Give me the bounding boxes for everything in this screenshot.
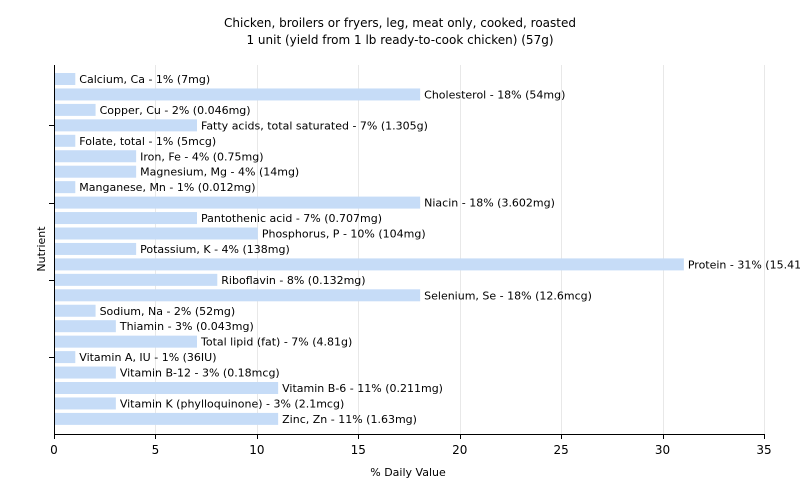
bar	[55, 165, 137, 178]
axes	[49, 65, 765, 439]
bar-label: Potassium, K - 4% (138mg)	[140, 243, 290, 256]
y-axis-label: Nutrient	[35, 226, 48, 272]
bar	[55, 73, 76, 85]
bar-label: Iron, Fe - 4% (0.75mg)	[140, 150, 263, 163]
x-tick-label: 0	[50, 443, 58, 457]
bar-label: Vitamin K (phylloquinone) - 3% (2.1mcg)	[120, 397, 344, 410]
bars	[55, 73, 684, 425]
bar-label: Pantothenic acid - 7% (0.707mg)	[201, 212, 382, 225]
chart-subtitle: 1 unit (yield from 1 lb ready-to-cook ch…	[246, 33, 553, 47]
bar-label: Manganese, Mn - 1% (0.012mg)	[79, 181, 255, 194]
x-axis-label: % Daily Value	[370, 466, 446, 479]
bar	[55, 351, 76, 364]
bar-label: Thiamin - 3% (0.043mg)	[119, 320, 254, 333]
bar	[55, 181, 76, 194]
bar	[55, 412, 279, 425]
x-tick-label: 5	[152, 443, 160, 457]
bar-label: Protein - 31% (15.41g)	[688, 258, 800, 271]
bar-label: Cholesterol - 18% (54mg)	[424, 88, 565, 101]
bar-label: Calcium, Ca - 1% (7mg)	[79, 73, 210, 86]
bar	[55, 88, 421, 101]
bar	[55, 119, 197, 132]
bar	[55, 335, 197, 348]
bar	[55, 227, 258, 240]
bar	[55, 397, 116, 410]
bar-label: Vitamin B-12 - 3% (0.18mcg)	[120, 367, 280, 380]
x-tick-label: 35	[756, 443, 771, 457]
bar-label: Vitamin A, IU - 1% (36IU)	[79, 351, 216, 364]
bar-label: Sodium, Na - 2% (52mg)	[100, 305, 236, 318]
bar-label: Total lipid (fat) - 7% (4.81g)	[200, 336, 352, 349]
bar-label: Folate, total - 1% (5mcg)	[79, 135, 216, 148]
bar-label: Magnesium, Mg - 4% (14mg)	[140, 166, 299, 179]
bar-labels: Calcium, Ca - 1% (7mg) Cholesterol - 18% …	[79, 73, 800, 426]
bar	[55, 103, 96, 116]
chart-title: Chicken, broilers or fryers, leg, meat o…	[224, 16, 576, 30]
x-tick-label: 20	[452, 443, 467, 457]
bar	[55, 289, 421, 302]
bar	[55, 304, 96, 317]
bar	[55, 196, 421, 209]
bar-label: Niacin - 18% (3.602mg)	[424, 197, 555, 210]
bar-label: Riboflavin - 8% (0.132mg)	[221, 274, 365, 287]
bar-label: Zinc, Zn - 11% (1.63mg)	[282, 413, 417, 426]
bar-label: Copper, Cu - 2% (0.046mg)	[100, 104, 251, 117]
x-tick-labels: 0 5 10 15 20 25 30 35	[50, 443, 771, 457]
bar-label: Phosphorus, P - 10% (104mg)	[262, 228, 426, 241]
bar-label: Vitamin B-6 - 11% (0.211mg)	[282, 382, 443, 395]
bar	[55, 242, 137, 255]
x-tick-label: 30	[655, 443, 670, 457]
x-tick-label: 10	[249, 443, 264, 457]
bar-label: Fatty acids, total saturated - 7% (1.305…	[201, 119, 428, 132]
bar	[55, 320, 116, 333]
grid-lines	[155, 65, 765, 434]
bar	[55, 366, 116, 379]
bar	[55, 273, 218, 286]
x-tick-label: 15	[351, 443, 366, 457]
x-tick-label: 25	[554, 443, 569, 457]
bar	[55, 212, 197, 225]
bar	[55, 382, 279, 394]
bar	[55, 258, 684, 271]
bar	[55, 134, 76, 147]
bar-label: Selenium, Se - 18% (12.6mcg)	[424, 289, 592, 302]
bar	[55, 150, 137, 163]
